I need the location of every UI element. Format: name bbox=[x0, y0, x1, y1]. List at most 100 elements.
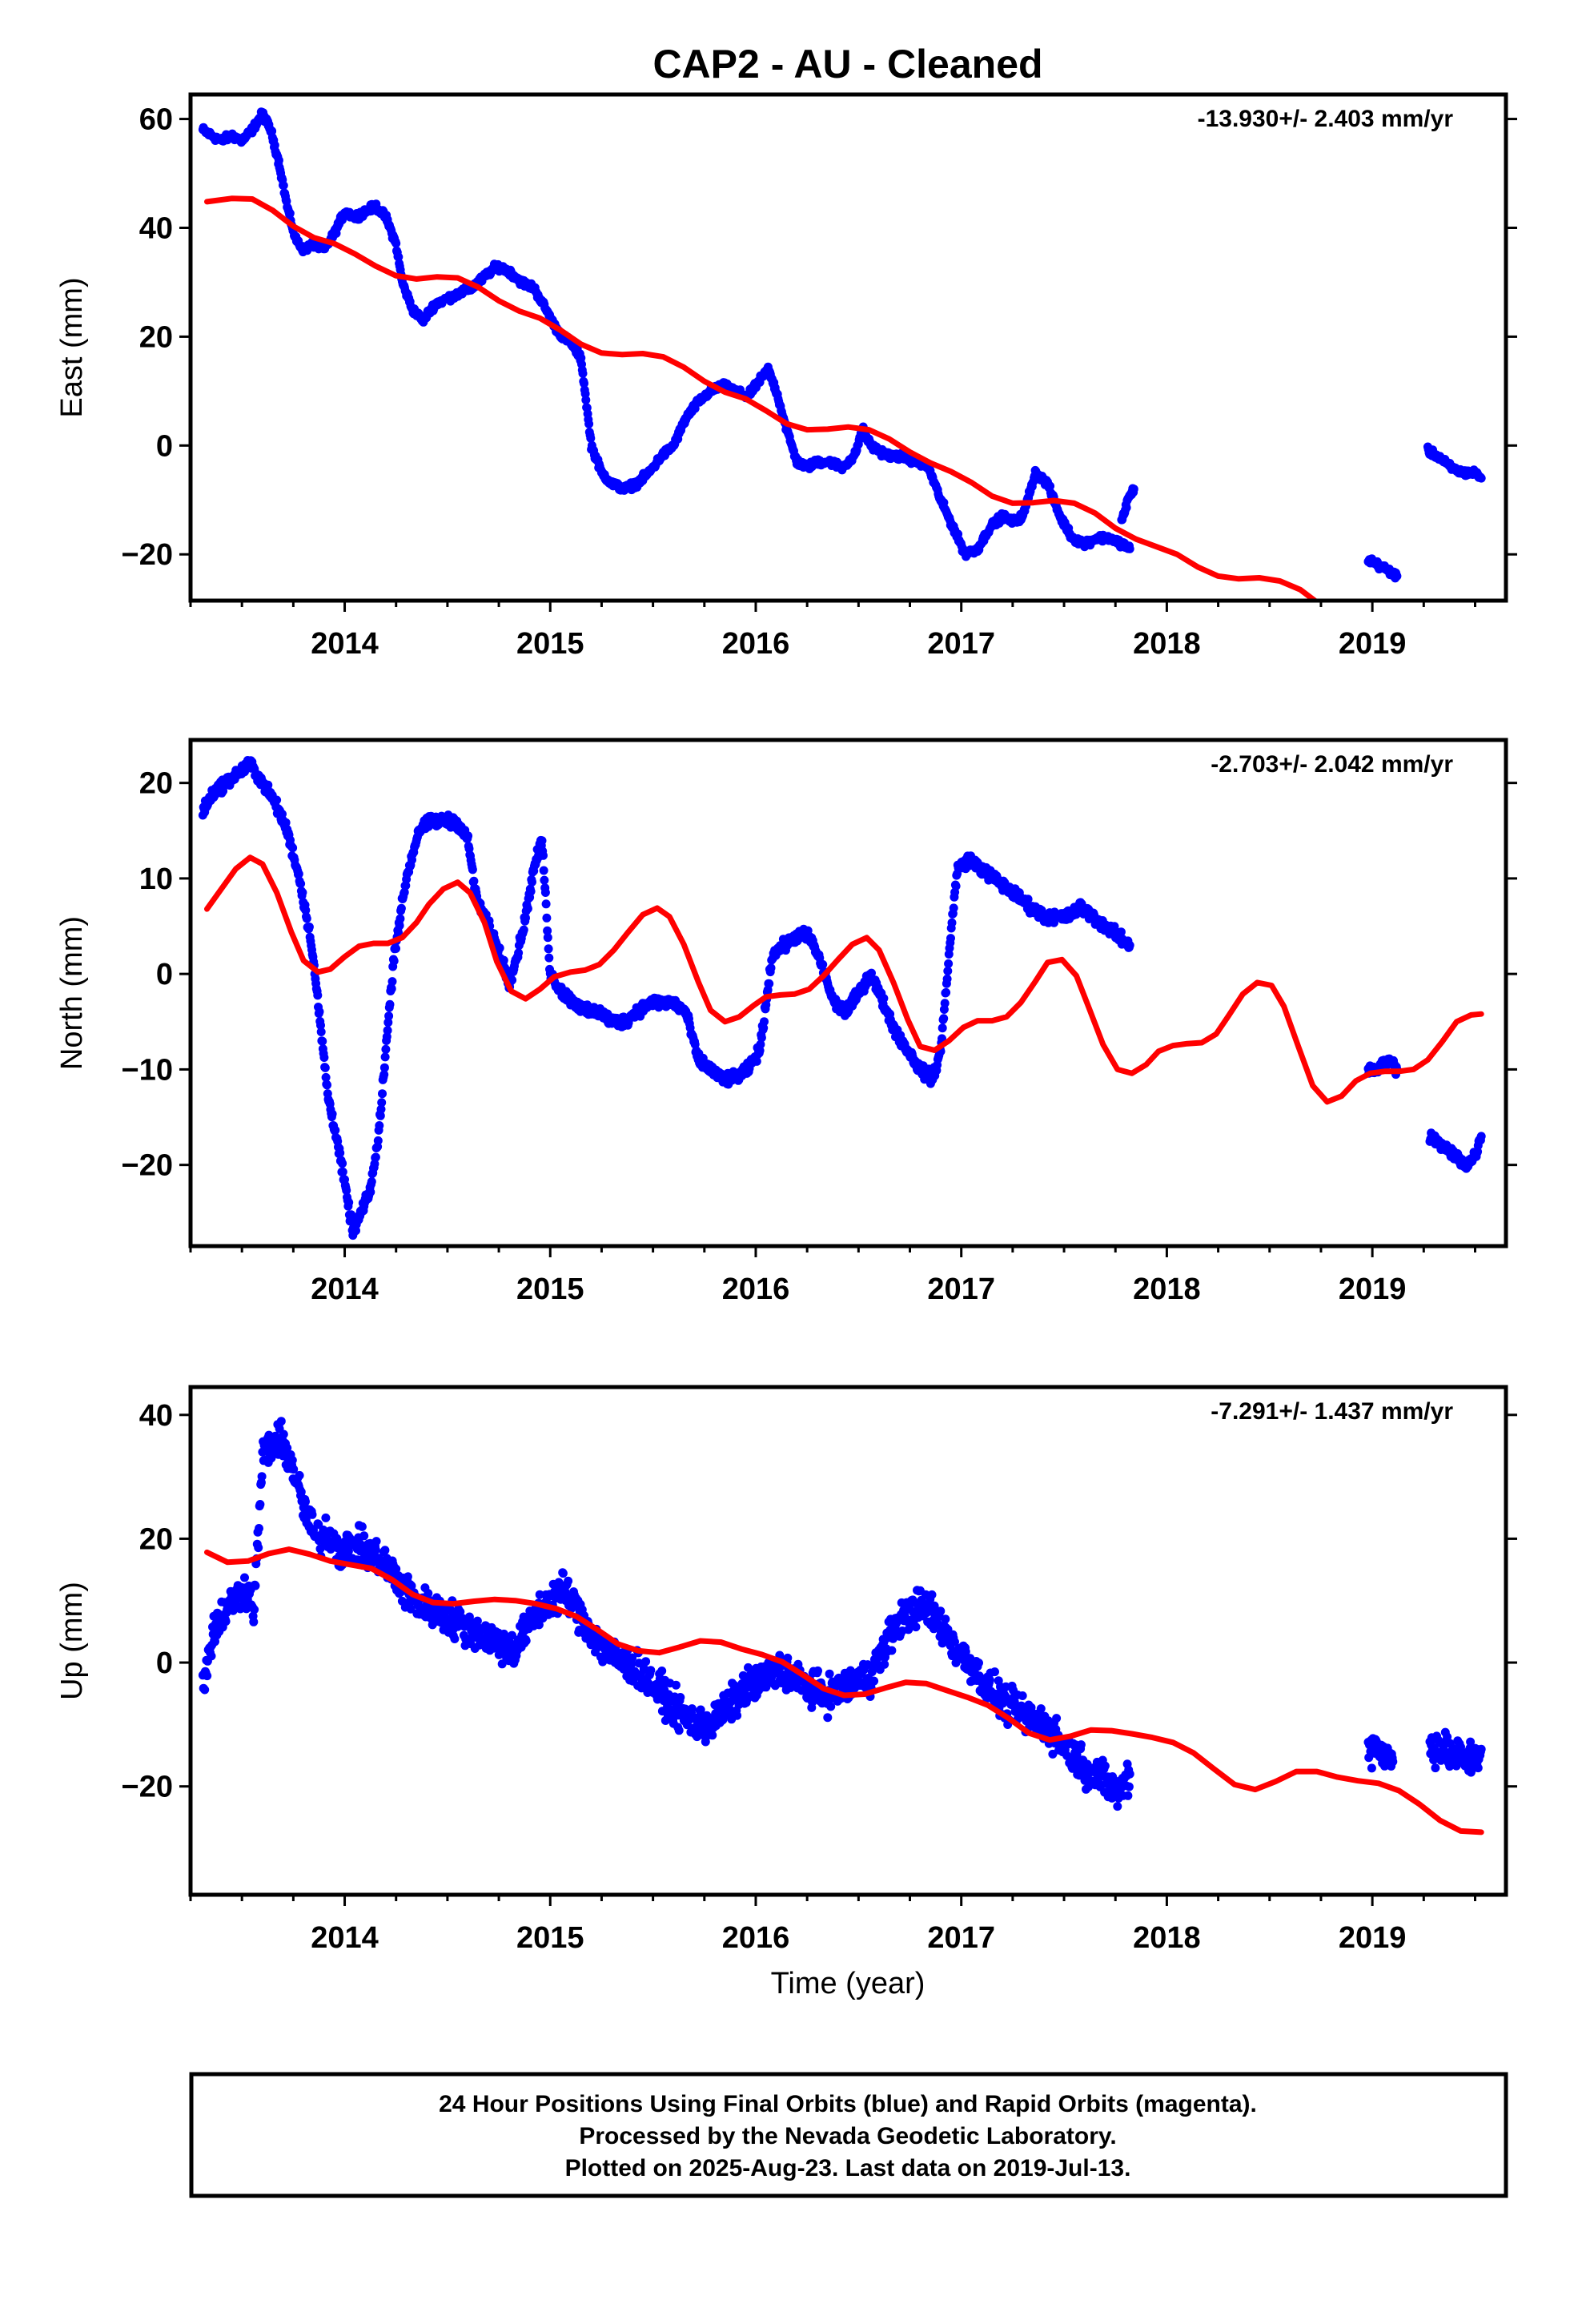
north-point bbox=[752, 1056, 761, 1066]
up-point bbox=[295, 1470, 304, 1480]
north-point bbox=[523, 904, 532, 914]
north-point bbox=[401, 881, 411, 891]
up-point bbox=[950, 1637, 959, 1647]
north-point bbox=[942, 974, 952, 983]
east-y-tick-label: −20 bbox=[122, 538, 173, 572]
up-point bbox=[558, 1569, 568, 1578]
north-point bbox=[383, 1018, 393, 1027]
north-point bbox=[951, 882, 961, 891]
up-point bbox=[250, 1605, 259, 1614]
north-x-tick-label: 2016 bbox=[722, 1273, 790, 1306]
north-point bbox=[323, 1080, 331, 1090]
up-point bbox=[240, 1573, 249, 1582]
up-point bbox=[657, 1667, 667, 1675]
east-model-line bbox=[204, 195, 1318, 601]
up-point bbox=[207, 1651, 216, 1661]
east-point bbox=[1125, 544, 1134, 553]
north-point bbox=[281, 818, 291, 827]
north-point bbox=[301, 906, 311, 915]
north-point bbox=[379, 1063, 389, 1072]
up-point bbox=[283, 1443, 292, 1453]
north-point bbox=[944, 959, 954, 968]
up-point bbox=[1018, 1691, 1027, 1700]
north-point bbox=[316, 1020, 325, 1030]
east-point bbox=[274, 155, 283, 165]
north-point bbox=[396, 914, 405, 923]
up-point bbox=[255, 1500, 265, 1509]
north-point bbox=[296, 879, 306, 888]
north-point bbox=[320, 1063, 330, 1072]
north-point bbox=[1116, 927, 1126, 937]
up-point bbox=[521, 1636, 531, 1646]
north-point bbox=[384, 1011, 394, 1021]
north-y-tick-label: −20 bbox=[122, 1149, 173, 1183]
north-point bbox=[367, 1177, 376, 1186]
north-point bbox=[539, 850, 548, 860]
up-point bbox=[406, 1604, 416, 1614]
north-point bbox=[313, 991, 323, 1000]
north-point bbox=[381, 1044, 391, 1054]
up-point bbox=[534, 1620, 544, 1630]
east-y-axis-label: East (mm) bbox=[55, 277, 89, 417]
east-x-tick-label: 2015 bbox=[516, 627, 584, 661]
up-point bbox=[823, 1713, 833, 1723]
east-point bbox=[1392, 571, 1402, 581]
up-point bbox=[497, 1659, 507, 1669]
up-point bbox=[1036, 1704, 1046, 1714]
up-point bbox=[1052, 1714, 1062, 1723]
east-point bbox=[285, 208, 295, 218]
up-point bbox=[687, 1704, 697, 1714]
up-point bbox=[371, 1545, 380, 1554]
north-point bbox=[366, 1188, 375, 1196]
up-point bbox=[696, 1705, 705, 1715]
up-point bbox=[646, 1666, 656, 1675]
up-point bbox=[535, 1590, 544, 1599]
east-point bbox=[586, 433, 596, 443]
up-point bbox=[911, 1622, 921, 1632]
north-point bbox=[395, 921, 404, 931]
north-point bbox=[302, 914, 311, 923]
up-point bbox=[472, 1616, 482, 1626]
north-point bbox=[294, 869, 303, 879]
north-point bbox=[318, 1036, 327, 1046]
up-point bbox=[813, 1666, 822, 1675]
north-point bbox=[543, 926, 552, 935]
north-point bbox=[327, 1109, 337, 1119]
north-point bbox=[946, 934, 955, 943]
north-x-tick-label: 2014 bbox=[311, 1273, 379, 1306]
up-point bbox=[251, 1581, 260, 1590]
north-point bbox=[321, 1072, 331, 1082]
up-point bbox=[289, 1465, 299, 1474]
north-point bbox=[1023, 895, 1033, 904]
up-point bbox=[676, 1693, 685, 1702]
up-point bbox=[887, 1646, 897, 1655]
north-point bbox=[756, 1039, 765, 1049]
north-point bbox=[1476, 1132, 1486, 1141]
north-y-tick-label: 20 bbox=[139, 767, 173, 801]
up-point bbox=[1100, 1761, 1110, 1771]
north-point bbox=[391, 944, 400, 953]
up-point bbox=[733, 1711, 742, 1720]
north-point bbox=[544, 953, 554, 963]
up-point bbox=[257, 1472, 267, 1482]
north-x-tick-label: 2019 bbox=[1339, 1273, 1407, 1306]
north-x-tick-label: 2015 bbox=[516, 1273, 584, 1306]
up-point bbox=[321, 1513, 331, 1522]
east-point bbox=[1476, 473, 1486, 483]
north-point bbox=[376, 1104, 386, 1114]
north-point bbox=[316, 1027, 326, 1036]
north-point bbox=[539, 866, 548, 875]
up-point bbox=[927, 1590, 937, 1599]
north-point bbox=[380, 1052, 390, 1062]
east-point bbox=[394, 252, 404, 262]
up-point bbox=[203, 1671, 212, 1681]
north-x-tick-label: 2017 bbox=[927, 1273, 995, 1306]
north-model-line bbox=[204, 854, 1484, 1105]
up-point bbox=[845, 1666, 855, 1675]
north-point bbox=[383, 1026, 392, 1035]
up-point bbox=[254, 1543, 263, 1553]
up-point bbox=[974, 1659, 983, 1667]
up-point bbox=[359, 1531, 369, 1541]
east-point bbox=[279, 181, 288, 191]
